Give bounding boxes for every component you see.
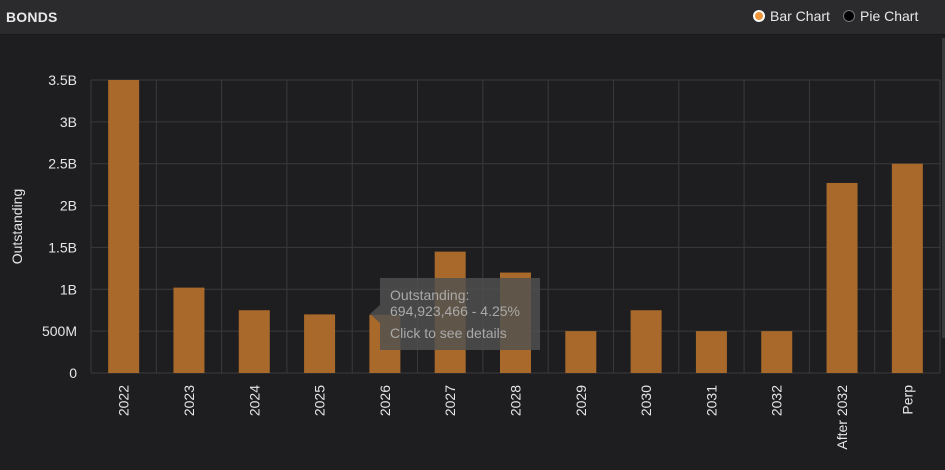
bar-chart-label: Bar Chart (770, 8, 830, 24)
y-tick-label: 0 (69, 365, 77, 381)
x-tick-label: 2023 (181, 385, 197, 416)
x-tick-label: 2028 (508, 385, 524, 416)
bar[interactable] (304, 314, 336, 373)
bar[interactable] (695, 331, 727, 373)
bar[interactable] (630, 310, 662, 373)
x-tick-label: 2031 (703, 385, 719, 416)
tooltip-arrow (370, 305, 380, 323)
panel-title: BONDS (6, 9, 58, 25)
bar-tooltip[interactable]: Outstanding: 694,923,466 - 4.25% Click t… (370, 278, 540, 350)
bar[interactable] (108, 80, 140, 373)
bar[interactable] (891, 163, 923, 373)
bar-chart: 0 500M 1B 1.5B 2B 2.5B 3B 3.5B 2022 2023 2024 2025 2… (9, 72, 941, 450)
bar[interactable] (826, 182, 858, 373)
y-tick-label: 2.5B (48, 156, 77, 172)
x-tick-label: 2026 (377, 385, 393, 416)
x-tick-label: 2025 (312, 385, 328, 416)
tooltip-label: Outstanding: (390, 287, 470, 303)
scrollbar[interactable] (942, 38, 945, 338)
x-tick-label: Perp (899, 385, 915, 415)
x-tick-label: 2022 (116, 385, 132, 416)
x-tick-label: 2027 (442, 385, 458, 416)
tooltip-link[interactable]: Click to see details (390, 325, 507, 341)
y-tick-label: 500M (42, 323, 77, 339)
y-axis-label: Outstanding (9, 189, 25, 265)
tooltip-value: 694,923,466 - 4.25% (390, 303, 520, 319)
bar[interactable] (238, 310, 270, 373)
y-tick-label: 3B (60, 114, 77, 130)
y-tick-label: 1.5B (48, 239, 77, 255)
bar-chart-toggle[interactable]: Bar Chart (753, 8, 830, 24)
x-tick-label: 2029 (573, 385, 589, 416)
x-tick-label: After 2032 (834, 385, 850, 450)
y-tick-label: 1B (60, 281, 77, 297)
y-tick-label: 3.5B (48, 72, 77, 88)
bar[interactable] (565, 331, 597, 373)
bar[interactable] (173, 287, 205, 373)
x-tick-label: 2030 (638, 385, 654, 416)
x-tick-label: 2024 (246, 385, 262, 416)
bar[interactable] (761, 331, 793, 373)
radio-selected-icon (753, 10, 765, 22)
header-bar: BONDS Bar Chart Pie Chart (0, 0, 945, 35)
pie-chart-label: Pie Chart (860, 8, 919, 24)
radio-unselected-icon (843, 10, 855, 22)
x-tick-label: 2032 (769, 385, 785, 416)
y-tick-label: 2B (60, 198, 77, 214)
pie-chart-toggle[interactable]: Pie Chart (843, 8, 918, 24)
